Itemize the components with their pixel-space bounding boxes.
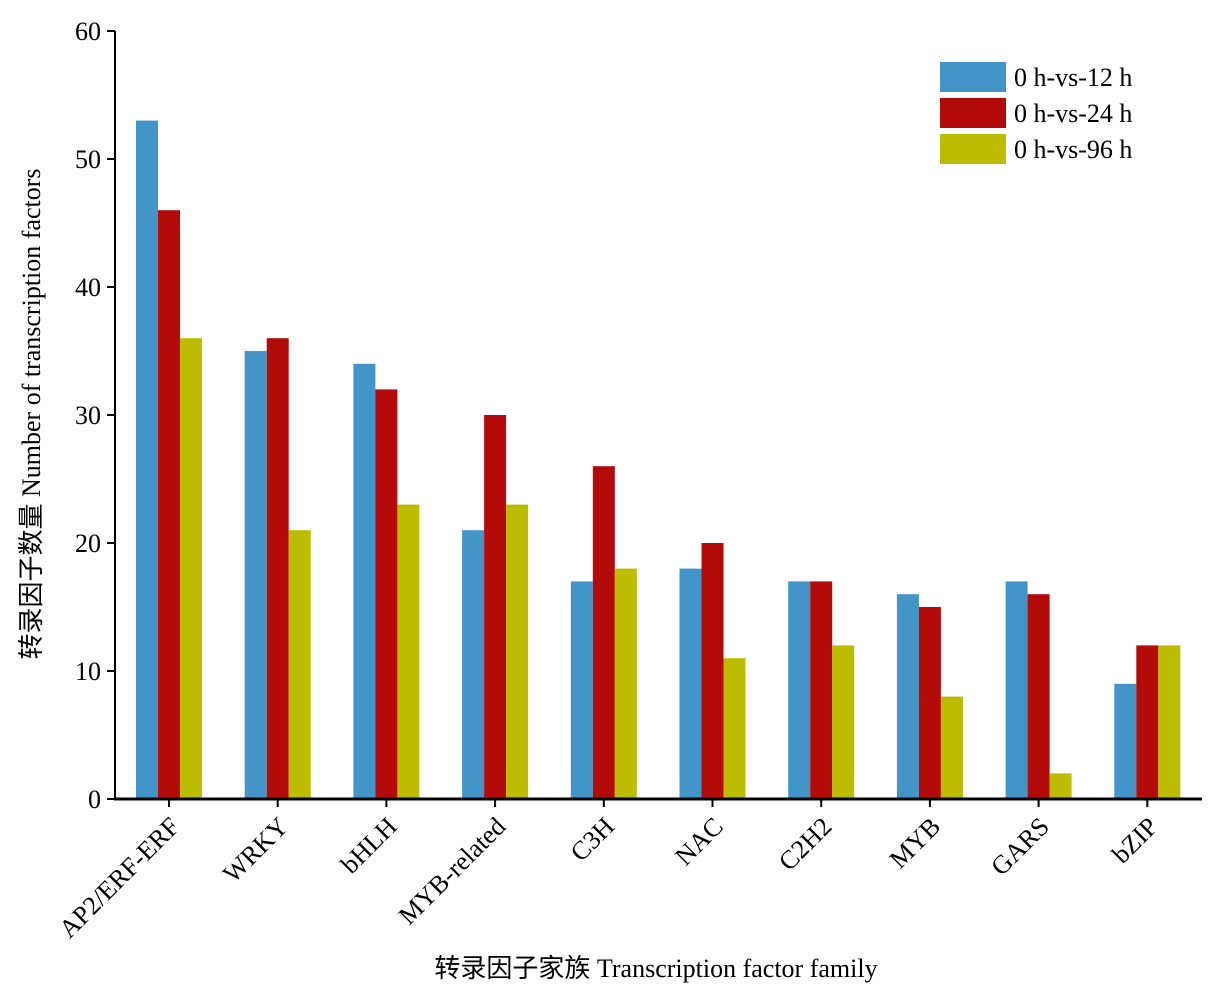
bar-gars-series-2	[1027, 594, 1050, 799]
bar-gars-series-3	[1049, 773, 1072, 799]
bar-myb-series-3	[940, 696, 963, 799]
bar-wrky-series-2	[266, 338, 289, 799]
legend-label-series-1: 0 h-vs-12 h	[1014, 63, 1132, 92]
y-tick-label: 30	[75, 401, 101, 430]
bar-myb-related-series-1	[462, 530, 485, 799]
x-category-label: bZIP	[1106, 812, 1163, 869]
x-category-label: WRKY	[217, 812, 294, 889]
x-category-label: GARS	[985, 812, 1055, 882]
bar-myb-related-series-2	[484, 415, 507, 799]
bar-ap2-erf-erf-series-2	[158, 210, 180, 799]
bar-bzip-series-1	[1114, 683, 1137, 799]
bar-nac-series-1	[679, 568, 702, 799]
bar-c2h2-series-2	[810, 581, 833, 799]
bar-c2h2-series-1	[788, 581, 811, 799]
bar-ap2-erf-erf-series-3	[180, 338, 202, 799]
legend: 0 h-vs-12 h 0 h-vs-24 h 0 h-vs-96 h	[940, 62, 1132, 164]
y-tick-label: 60	[75, 17, 101, 46]
bar-bzip-series-2	[1136, 645, 1159, 799]
legend-swatch-series-2	[940, 98, 1006, 128]
x-category-label: C2H2	[773, 812, 837, 876]
x-category-label: NAC	[669, 812, 728, 871]
bar-c3h-series-3	[614, 568, 637, 799]
bar-bhlh-series-3	[397, 504, 420, 799]
x-category-label: MYB	[884, 812, 946, 874]
y-tick-label: 40	[75, 273, 101, 302]
bar-wrky-series-3	[288, 530, 311, 799]
y-axis-title: 转录因子数量 Number of transcription factors	[17, 168, 46, 659]
x-category-label: MYB-related	[393, 812, 512, 931]
bar-nac-series-3	[723, 658, 746, 799]
bar-gars-series-1	[1005, 581, 1028, 799]
legend-swatch-series-3	[940, 134, 1006, 164]
x-axis-title: 转录因子家族 Transcription factor family	[434, 954, 877, 983]
bar-c2h2-series-3	[832, 645, 855, 799]
bar-nac-series-2	[701, 543, 724, 799]
bar-myb-related-series-3	[506, 504, 529, 799]
bar-myb-series-2	[918, 607, 941, 799]
bar-myb-series-1	[896, 594, 919, 799]
y-tick-label: 0	[88, 785, 101, 814]
x-category-label: C3H	[565, 812, 620, 867]
bar-bhlh-series-1	[353, 363, 376, 799]
x-category-label: AP2/ERF-ERF	[53, 812, 185, 944]
bars-group	[136, 120, 1181, 800]
legend-swatch-series-1	[940, 62, 1006, 92]
bar-c3h-series-1	[570, 581, 593, 799]
legend-label-series-2: 0 h-vs-24 h	[1014, 99, 1132, 128]
y-tick-label: 10	[75, 657, 101, 686]
legend-label-series-3: 0 h-vs-96 h	[1014, 135, 1132, 164]
y-tick-label: 50	[75, 145, 101, 174]
y-tick-label: 20	[75, 529, 101, 558]
x-category-label: bHLH	[335, 812, 403, 880]
bar-bhlh-series-2	[375, 389, 398, 799]
bar-ap2-erf-erf-series-1	[136, 120, 158, 800]
bar-wrky-series-1	[244, 351, 267, 799]
bar-bzip-series-3	[1158, 645, 1181, 799]
bar-c3h-series-2	[592, 466, 615, 799]
